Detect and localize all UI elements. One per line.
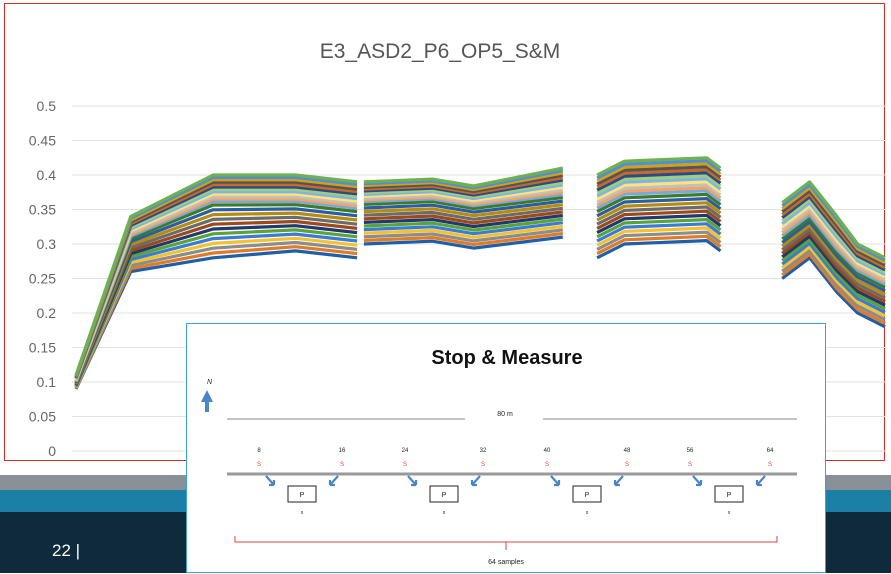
series-line [74, 183, 886, 382]
measure-arrow-icon [470, 475, 481, 487]
y-tick-label: 0.35 [29, 202, 56, 218]
series-line [74, 209, 886, 386]
distance-tick-label: 32 [480, 448, 487, 454]
series-line [74, 171, 886, 379]
series-line [74, 205, 886, 385]
series-line [74, 186, 886, 382]
y-tick-label: 0.45 [29, 133, 56, 149]
measure-arrow-icon [755, 475, 766, 487]
panel-sublabel: x [728, 510, 731, 516]
sample-point-label: S [688, 462, 692, 468]
y-tick-labels: 0 0.05 0.1 0.15 0.2 0.25 0.3 0.35 0.4 0.45 0.5 [29, 98, 56, 459]
series-line [74, 201, 886, 385]
panel-box [287, 485, 317, 503]
measure-arrow-icon [692, 475, 703, 487]
panel-sublabel: x [586, 510, 589, 516]
y-tick-label: 0.5 [37, 98, 57, 114]
inset-title: Stop & Measure [431, 347, 582, 369]
y-tick-label: 0.25 [29, 271, 56, 287]
series-line [74, 197, 886, 384]
sample-point-label: S [481, 462, 485, 468]
series-line [74, 235, 886, 390]
panel-sublabel: x [301, 510, 304, 516]
north-arrow-icon [201, 390, 213, 412]
series-line [74, 213, 886, 386]
panel-label: P [727, 492, 732, 499]
distance-ticks: 8 S 16 S 24 S 32 S 40 S 48 S 56 S 64 S [257, 448, 774, 468]
y-tick-label: 0.3 [37, 236, 57, 252]
sample-point-label: S [257, 462, 261, 468]
series-line [74, 168, 886, 379]
distance-tick-label: 8 [257, 448, 261, 454]
samples-label: 64 samples [488, 559, 524, 566]
samples-bracket [234, 536, 778, 550]
sample-point-label: S [403, 462, 407, 468]
distance-label: 80 m [497, 411, 513, 418]
distance-tick-label: 40 [544, 448, 551, 454]
measure-arrow-icon [328, 475, 339, 487]
panel-box [714, 485, 744, 503]
series-line [74, 228, 886, 389]
panel-label: P [300, 492, 305, 499]
measure-arrow-icon [407, 475, 418, 487]
panel-box [572, 485, 602, 503]
series-line [74, 159, 886, 377]
stop-measure-inset: Stop & Measure N 80 m 8 S 16 S 24 S 32 S 40 S 48 S 5… [186, 323, 826, 573]
distance-tick-label: 24 [402, 448, 409, 454]
sample-point-label: S [625, 462, 629, 468]
measure-arrow-icon [265, 475, 276, 487]
y-tick-label: 0.15 [29, 340, 56, 356]
y-tick-label: 0.05 [29, 409, 56, 425]
y-tick-label: 0.1 [37, 374, 57, 390]
series-line [74, 156, 886, 376]
distance-tick-label: 16 [339, 448, 346, 454]
series-line [74, 177, 886, 380]
series-line [74, 189, 886, 383]
panel-sublabel: x [443, 510, 446, 516]
series-line [74, 231, 886, 389]
sample-point-label: S [340, 462, 344, 468]
sample-point-label: S [768, 462, 772, 468]
series-line [74, 221, 886, 388]
chart-title: E3_ASD2_P6_OP5_S&M [320, 40, 560, 63]
panel-label: P [585, 492, 590, 499]
series-layer [74, 156, 886, 390]
series-line [74, 224, 886, 388]
panels: Px Px Px Px [265, 475, 766, 516]
panel-label: P [442, 492, 447, 499]
series-line [74, 162, 886, 377]
measure-arrow-icon [613, 475, 624, 487]
series-line [74, 174, 886, 380]
y-tick-label: 0.2 [37, 305, 57, 321]
y-tick-label: 0.4 [37, 167, 57, 183]
measure-arrow-icon [550, 475, 561, 487]
page-number: 22 | [52, 541, 81, 560]
series-line [74, 165, 886, 378]
north-label: N [207, 379, 213, 386]
sample-point-label: S [545, 462, 549, 468]
series-line [74, 192, 886, 383]
panel-box [429, 485, 459, 503]
series-line [74, 180, 886, 381]
distance-tick-label: 56 [687, 448, 694, 454]
y-tick-label: 0 [48, 443, 56, 459]
series-line [74, 217, 886, 387]
distance-tick-label: 48 [624, 448, 631, 454]
distance-tick-label: 64 [767, 448, 774, 454]
